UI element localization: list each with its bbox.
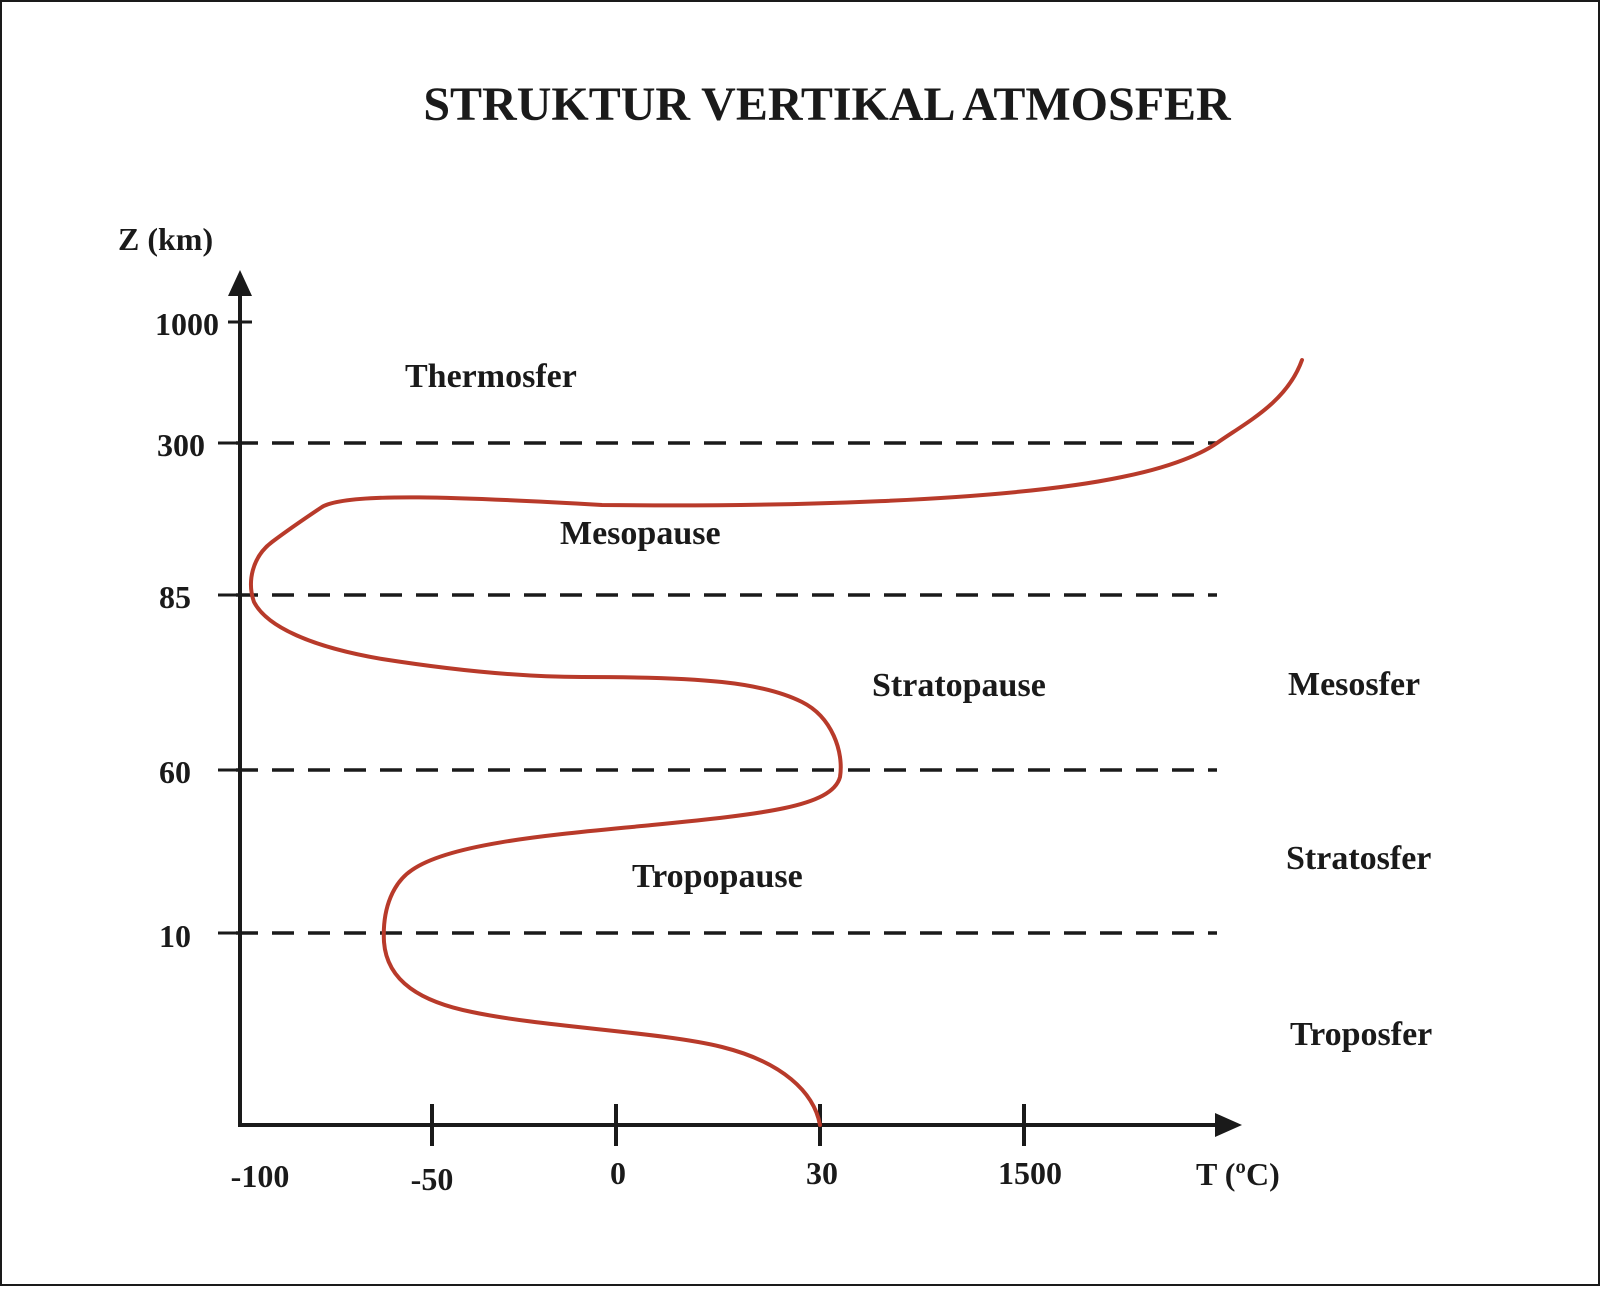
boundary-lines [236,441,1217,935]
y-axis-arrow-icon [228,270,252,296]
x-tick-label-30: 30 [806,1155,838,1191]
x-tick-label-minus100: -100 [231,1158,290,1194]
mesopause-label: Mesopause [560,515,721,552]
axes [238,292,1217,1127]
stratopause-label: Stratopause [872,667,1046,704]
stratosfer-label: Stratosfer [1286,840,1431,877]
x-tick-label-1500: 1500 [998,1155,1062,1191]
temperature-profile-curve [249,358,1304,1127]
y-axis-label: Z (km) [118,221,213,257]
tropopause-label: Tropopause [632,858,803,895]
x-axis-label: T (ºC) [1196,1156,1280,1192]
x-tick-marks [430,1104,1026,1146]
y-tick-label-300: 300 [157,427,205,463]
x-tick-label-minus50: -50 [411,1161,454,1197]
x-tick-label-0: 0 [610,1155,626,1191]
mesosfer-label: Mesosfer [1288,666,1420,703]
thermosfer-label: Thermosfer [405,358,577,395]
y-tick-label-1000: 1000 [155,306,219,342]
troposfer-label: Troposfer [1290,1016,1432,1053]
diagram-title: STRUKTUR VERTIKAL ATMOSFER [423,78,1232,131]
x-axis-arrow-icon [1215,1113,1242,1137]
y-tick-label-10: 10 [159,918,191,954]
y-tick-marks [218,320,252,935]
y-tick-label-60: 60 [159,754,191,790]
y-tick-label-85: 85 [159,579,191,615]
